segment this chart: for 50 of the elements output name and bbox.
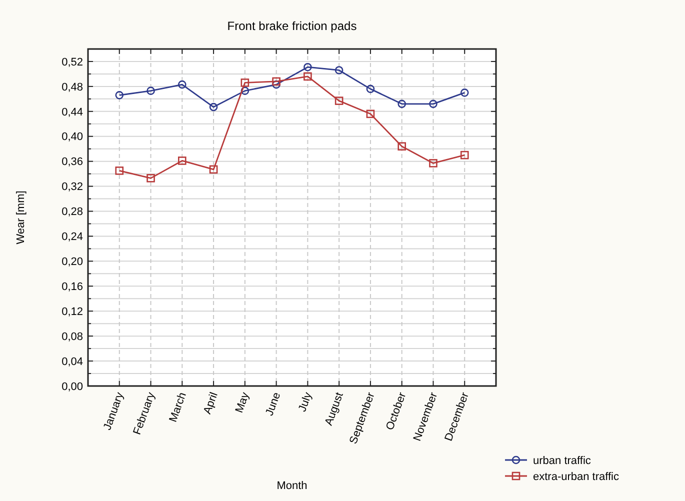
point (460, 88, 469, 97)
point (429, 159, 438, 168)
x-tick-label: August (322, 390, 346, 428)
point (146, 86, 155, 95)
point (272, 80, 280, 89)
x-tick-label: June (264, 390, 284, 418)
y-tick-label: 0,00 (62, 380, 83, 393)
y-tick-label: 0,28 (62, 206, 83, 218)
point (398, 100, 406, 108)
y-tick-label: 0,12 (62, 306, 83, 318)
point (146, 174, 155, 182)
y-tick-label: 0,32 (62, 181, 83, 194)
point (209, 165, 218, 174)
y-axis-title: Wear [mm] (15, 190, 27, 244)
legend-label: urban traffic (533, 454, 592, 467)
y-tick-label: 0,24 (62, 231, 83, 244)
point (178, 156, 186, 165)
x-tick-label: March (167, 390, 189, 424)
y-tick-label: 0,20 (62, 256, 83, 268)
point (272, 77, 280, 86)
y-tick-label: 0,08 (62, 330, 83, 343)
x-tick-label: July (296, 390, 315, 414)
point (460, 150, 469, 160)
y-tick-label: 0,16 (62, 281, 83, 293)
y-tick-label: 0,48 (62, 81, 83, 94)
point (398, 142, 406, 151)
point (366, 110, 375, 118)
point (429, 100, 438, 108)
point (178, 80, 186, 89)
y-tick-label: 0,52 (62, 56, 83, 68)
point (240, 78, 250, 87)
x-tick-label: April (202, 390, 220, 416)
point (115, 91, 124, 100)
point (209, 102, 218, 112)
point (240, 86, 250, 95)
y-tick-label: 0,36 (62, 156, 83, 168)
point (334, 96, 344, 105)
point (366, 84, 375, 94)
point (304, 62, 312, 72)
point (115, 166, 124, 175)
y-tick-label: 0,44 (62, 106, 83, 118)
x-tick-label: October (384, 390, 409, 432)
legend-label: extra-urban traffic (533, 470, 620, 483)
point (334, 66, 344, 74)
x-tick-label: May (233, 390, 252, 415)
point (304, 72, 312, 81)
y-tick-label: 0,40 (62, 131, 83, 144)
x-axis-title: Month (276, 480, 308, 492)
chart-title: Front brake friction pads (227, 19, 357, 33)
y-tick-label: 0,04 (62, 356, 83, 368)
